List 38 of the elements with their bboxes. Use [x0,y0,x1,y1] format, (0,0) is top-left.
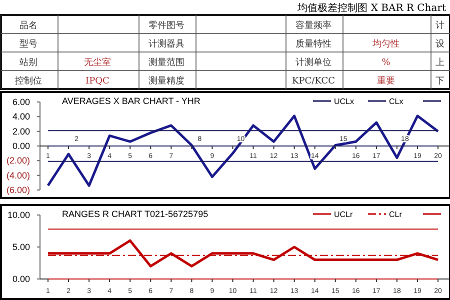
chart-title: AVERAGES X BAR CHART - YHR [62,96,201,106]
y-tick-label: (2.00) [6,156,30,166]
text: 型号 [20,39,38,50]
text: IPQC [86,76,110,86]
text: 下 [436,76,444,86]
y-tick-label: 10.00 [7,210,30,220]
text: % [382,58,390,68]
y-tick-label: 2.00 [12,126,30,136]
text: 质量特性 [296,39,332,50]
text: 无尘室 [84,58,111,68]
text: 测量精度 [148,76,184,86]
text: 计 [436,20,444,31]
text: 设 [436,39,444,50]
y-tick-label: (6.00) [6,185,30,195]
text: 计测单位 [296,58,332,68]
text: 站别 [20,58,38,68]
text: 上 [436,58,444,68]
y-tick-label: 4.00 [12,112,30,122]
text: 容量频率 [296,20,332,31]
text: 零件图号 [148,20,184,31]
text: 均匀性 [372,39,400,50]
text: 测量范围 [148,58,184,68]
y-tick-label: 0.00 [12,141,30,151]
text: 重要 [377,76,395,86]
y-tick-label: 5.00 [12,242,30,252]
text: 均值极差控制图 X BAR R Chart [296,2,446,14]
legend-label: UCLr [334,210,354,219]
y-tick-label: 6.00 [12,97,30,107]
y-tick-label: 0.00 [12,274,30,284]
legend-label: CLr [389,210,402,219]
text: 控制位 [15,76,42,86]
text: 计测器具 [148,39,184,50]
legend-label: UCLx [334,97,354,106]
legend-label: CLx [389,97,404,106]
y-tick-label: (4.00) [6,170,30,180]
text: KPC/KCC [292,76,335,86]
text: 品名 [20,20,38,31]
chart-title: RANGES R CHART T021-56725795 [62,209,208,219]
